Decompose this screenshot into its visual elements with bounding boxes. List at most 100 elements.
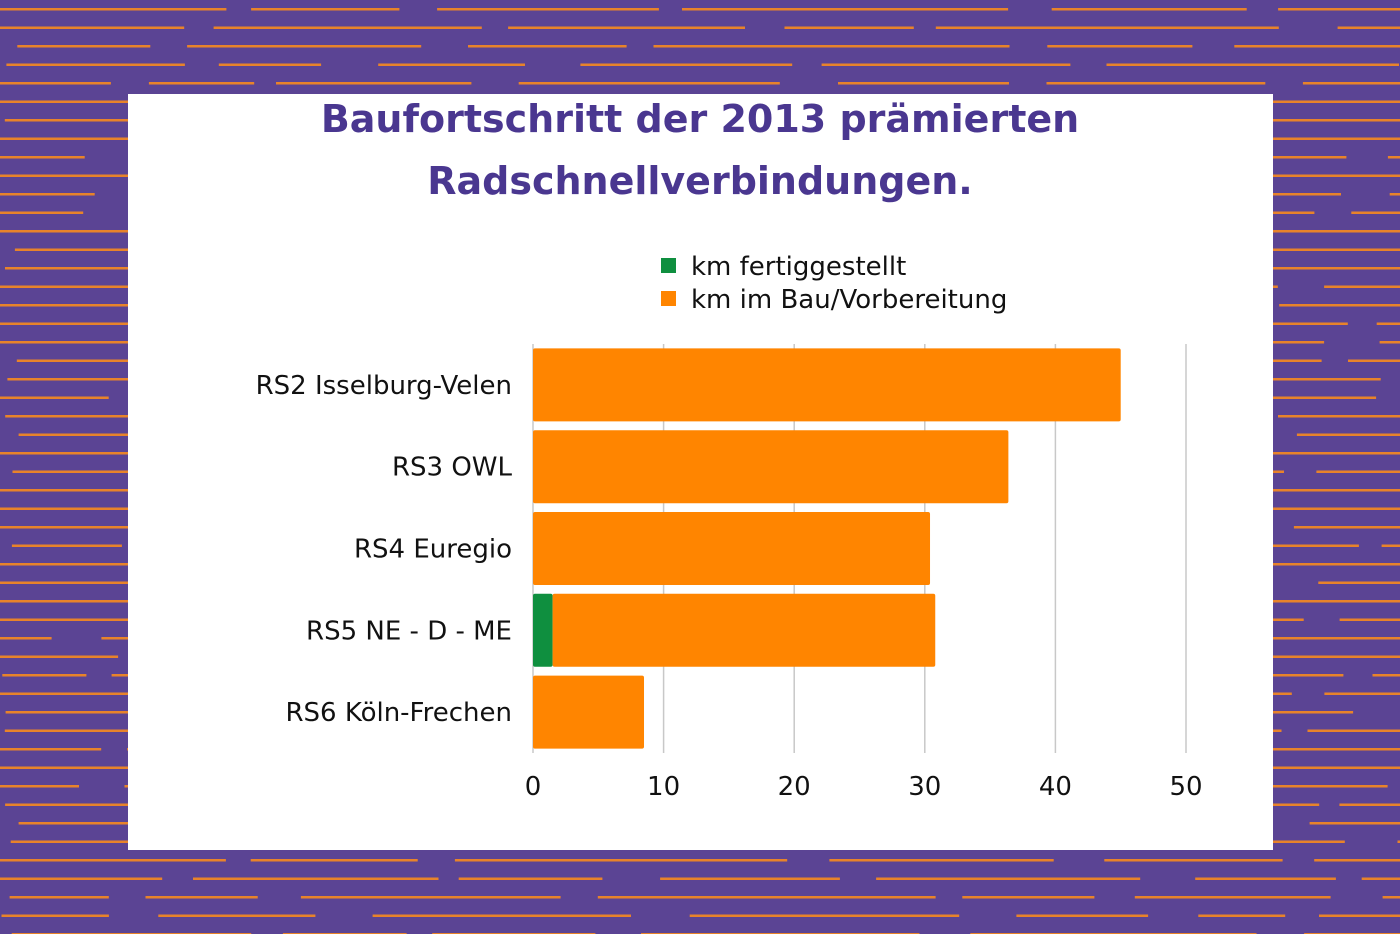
background-stripe	[0, 785, 79, 788]
background-stripe	[1232, 637, 1400, 640]
background-stripe	[1382, 896, 1400, 899]
background-stripe	[1319, 914, 1400, 917]
background-stripe	[0, 322, 168, 325]
background-stripe	[518, 82, 780, 85]
background-stripe	[2, 674, 87, 677]
background-stripe	[1337, 26, 1400, 29]
background-stripe	[0, 637, 52, 640]
bars	[533, 348, 1121, 749]
background-stripe	[1339, 618, 1400, 621]
background-stripe	[1307, 729, 1400, 732]
background-stripe	[0, 877, 163, 880]
background-stripe	[1278, 415, 1400, 418]
background-stripe	[0, 193, 95, 196]
legend-swatch	[661, 291, 676, 306]
background-stripe	[1047, 45, 1193, 48]
background-stripe	[689, 914, 960, 917]
background-stripe	[0, 618, 191, 621]
background-stripe	[378, 63, 525, 66]
background-stripe	[158, 914, 316, 917]
background-stripe	[0, 748, 102, 751]
background-stripe	[1195, 877, 1336, 880]
background-stripe	[0, 137, 226, 140]
background-stripe	[1309, 822, 1400, 825]
background-stripe	[1234, 45, 1400, 48]
background-stripe	[1293, 526, 1400, 529]
x-tick-label: 10	[647, 772, 680, 802]
background-stripe	[1233, 507, 1400, 510]
background-stripe	[1348, 359, 1400, 362]
background-stripe	[1190, 396, 1377, 399]
background-stripe	[0, 100, 141, 103]
background-stripe	[784, 26, 914, 29]
background-stripe	[1216, 600, 1400, 603]
x-tick-label: 50	[1169, 772, 1202, 802]
background-stripe	[372, 914, 631, 917]
background-stripe	[0, 489, 182, 492]
legend-label: km im Bau/Vorbereitung	[691, 285, 1007, 315]
background-stripe	[1387, 156, 1400, 159]
legend-swatch	[661, 258, 676, 273]
background-stripe	[1261, 766, 1400, 769]
background-stripe	[458, 877, 603, 880]
background-stripe	[508, 26, 745, 29]
background-stripe	[0, 26, 185, 29]
background-stripe	[838, 82, 1009, 85]
background-stripe	[437, 8, 659, 11]
background-stripe	[1206, 378, 1381, 381]
background-stripe	[1051, 8, 1247, 11]
category-label: RS6 Köln-Frechen	[285, 698, 512, 728]
background-stripe	[9, 896, 109, 899]
x-tick-labels: 0 10 20 30 40 50	[525, 772, 1203, 802]
background-stripe	[1372, 674, 1400, 677]
background-stripe	[1134, 896, 1331, 899]
background-stripe	[218, 63, 322, 66]
background-stripe	[1379, 341, 1400, 344]
background-stripe	[1239, 248, 1400, 251]
background-stripe	[0, 8, 227, 11]
bar-in-progress	[533, 512, 931, 585]
x-tick-label: 30	[908, 772, 941, 802]
background-stripe	[1296, 433, 1400, 436]
background-stripe	[1314, 859, 1400, 862]
background-stripe	[0, 82, 111, 85]
background-stripe	[1016, 914, 1149, 917]
background-stripe	[1198, 914, 1286, 917]
background-stripe	[213, 26, 482, 29]
background-stripe	[11, 544, 122, 547]
background-stripe	[1389, 193, 1400, 196]
category-label: RS3 OWL	[392, 453, 513, 483]
bar-in-progress	[533, 348, 1121, 422]
background-stripe	[1254, 563, 1400, 566]
background-stripe	[1351, 211, 1400, 214]
background-stripe	[187, 45, 422, 48]
background-stripe	[1046, 82, 1266, 85]
legend-label: km fertiggestellt	[691, 252, 906, 282]
background-stripe	[1227, 840, 1345, 843]
background-stripe	[682, 8, 1009, 11]
background-stripe	[660, 877, 840, 880]
background-stripe	[0, 859, 226, 862]
background-stripe	[1279, 304, 1400, 307]
chart-title-line-2: Radschnellverbindungen.	[427, 159, 973, 203]
background-stripe	[1316, 470, 1400, 473]
background-stripe	[1226, 230, 1400, 233]
background-stripe	[1376, 322, 1400, 325]
background-stripe	[653, 45, 1010, 48]
background-stripe	[1324, 285, 1400, 288]
chart-title-line-1: Baufortschritt der 2013 prämierten	[320, 97, 1080, 141]
background-stripe	[821, 63, 1071, 66]
bar-in-progress	[533, 675, 645, 749]
background-stripe	[454, 859, 788, 862]
background-stripe	[1, 914, 109, 917]
background-stripe	[0, 341, 252, 344]
category-label: RS4 Euregio	[354, 535, 512, 565]
background-stripe	[0, 655, 119, 658]
bar-in-progress	[533, 430, 1009, 504]
background-stripe	[1104, 859, 1283, 862]
background-stripe	[145, 896, 258, 899]
background-stripe	[580, 63, 793, 66]
x-tick-label: 40	[1039, 772, 1072, 802]
background-stripe	[6, 63, 185, 66]
background-stripe	[1397, 840, 1400, 843]
